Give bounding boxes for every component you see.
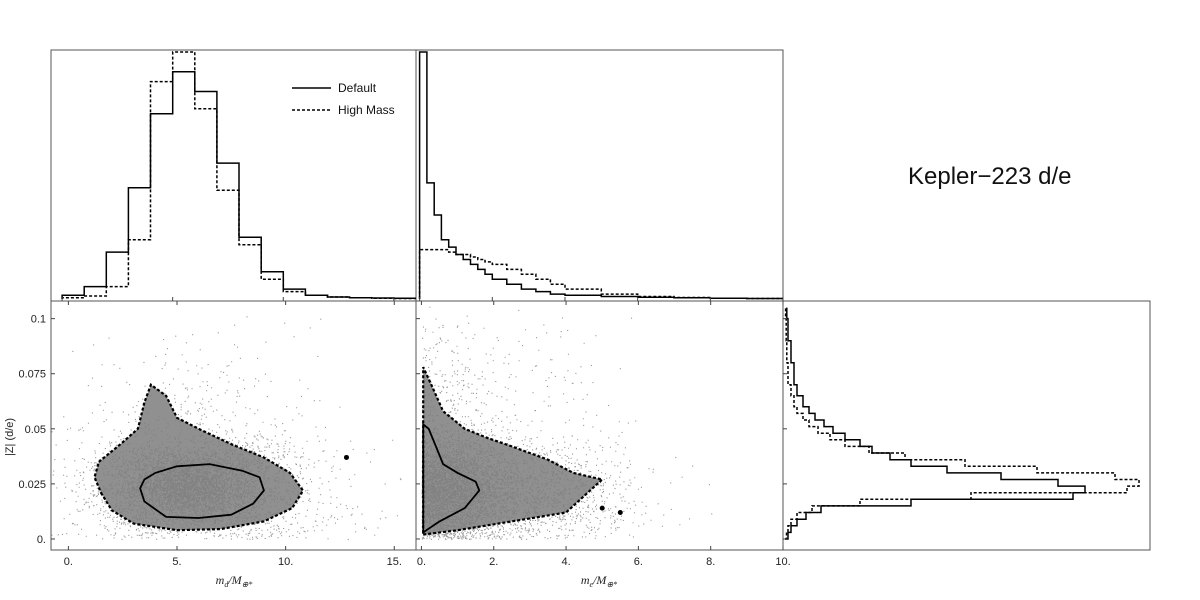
x-tick-label: 2. [489,556,498,568]
legend-default-label: Default [338,81,377,95]
x-axis-label-me: me/M⊕* [581,573,617,589]
contour-high-mass [93,382,305,532]
legend: Default High Mass [292,81,395,117]
outlier-dot [343,454,349,460]
x-tick-label: 6. [634,556,643,568]
scatter-dense-region-me [423,367,603,535]
y-tick-label: 0.075 [18,369,46,381]
scatter-cloud-md [51,316,402,540]
histogram-z [784,307,1140,540]
scatter-dense-region-md [94,384,303,531]
figure-title: Kepler−223 d/e [908,163,1071,190]
legend-high-mass-label: High Mass [338,103,395,117]
x-tick-label: 5. [172,556,181,568]
histogram-default [785,307,1086,540]
contours-md [93,382,349,532]
histogram-high-mass [61,51,416,300]
y-tick-label: 0.025 [18,479,46,491]
x-tick-label: 15. [387,556,402,568]
x-tick-label: 10. [278,556,293,568]
y-tick-label: 0.1 [31,314,46,326]
histogram-high-mass [784,307,1140,540]
panel-bottom-right-frame [782,300,1151,551]
histogram-me [418,51,783,300]
x-tick-label: 8. [706,556,715,568]
histogram-default [418,51,783,300]
contours-me [422,366,623,536]
contour-high-mass [422,366,605,536]
axis-ticks: 0. 5. 10. 15. 0. 2. 4. 6. 8. 10. 0. 0.025 0.05 0.075 0… [18,297,791,568]
y-axis-label: |Z| (d/e) [4,418,16,456]
y-tick-label: 0. [37,534,46,546]
scatter-cloud-me [421,306,713,541]
histogram-md [61,51,416,300]
x-tick-label: 0. [417,556,426,568]
x-tick-label: 10. [775,556,790,568]
y-tick-label: 0.05 [25,424,46,436]
contour-default [139,463,265,519]
contour-blob [617,510,623,516]
x-tick-label: 4. [561,556,570,568]
contour-blob [599,505,605,511]
x-tick-label: 0. [64,556,73,568]
contour-default [422,422,481,535]
x-axis-label-md: md/M⊕* [216,573,253,589]
histogram-high-mass [418,248,783,300]
